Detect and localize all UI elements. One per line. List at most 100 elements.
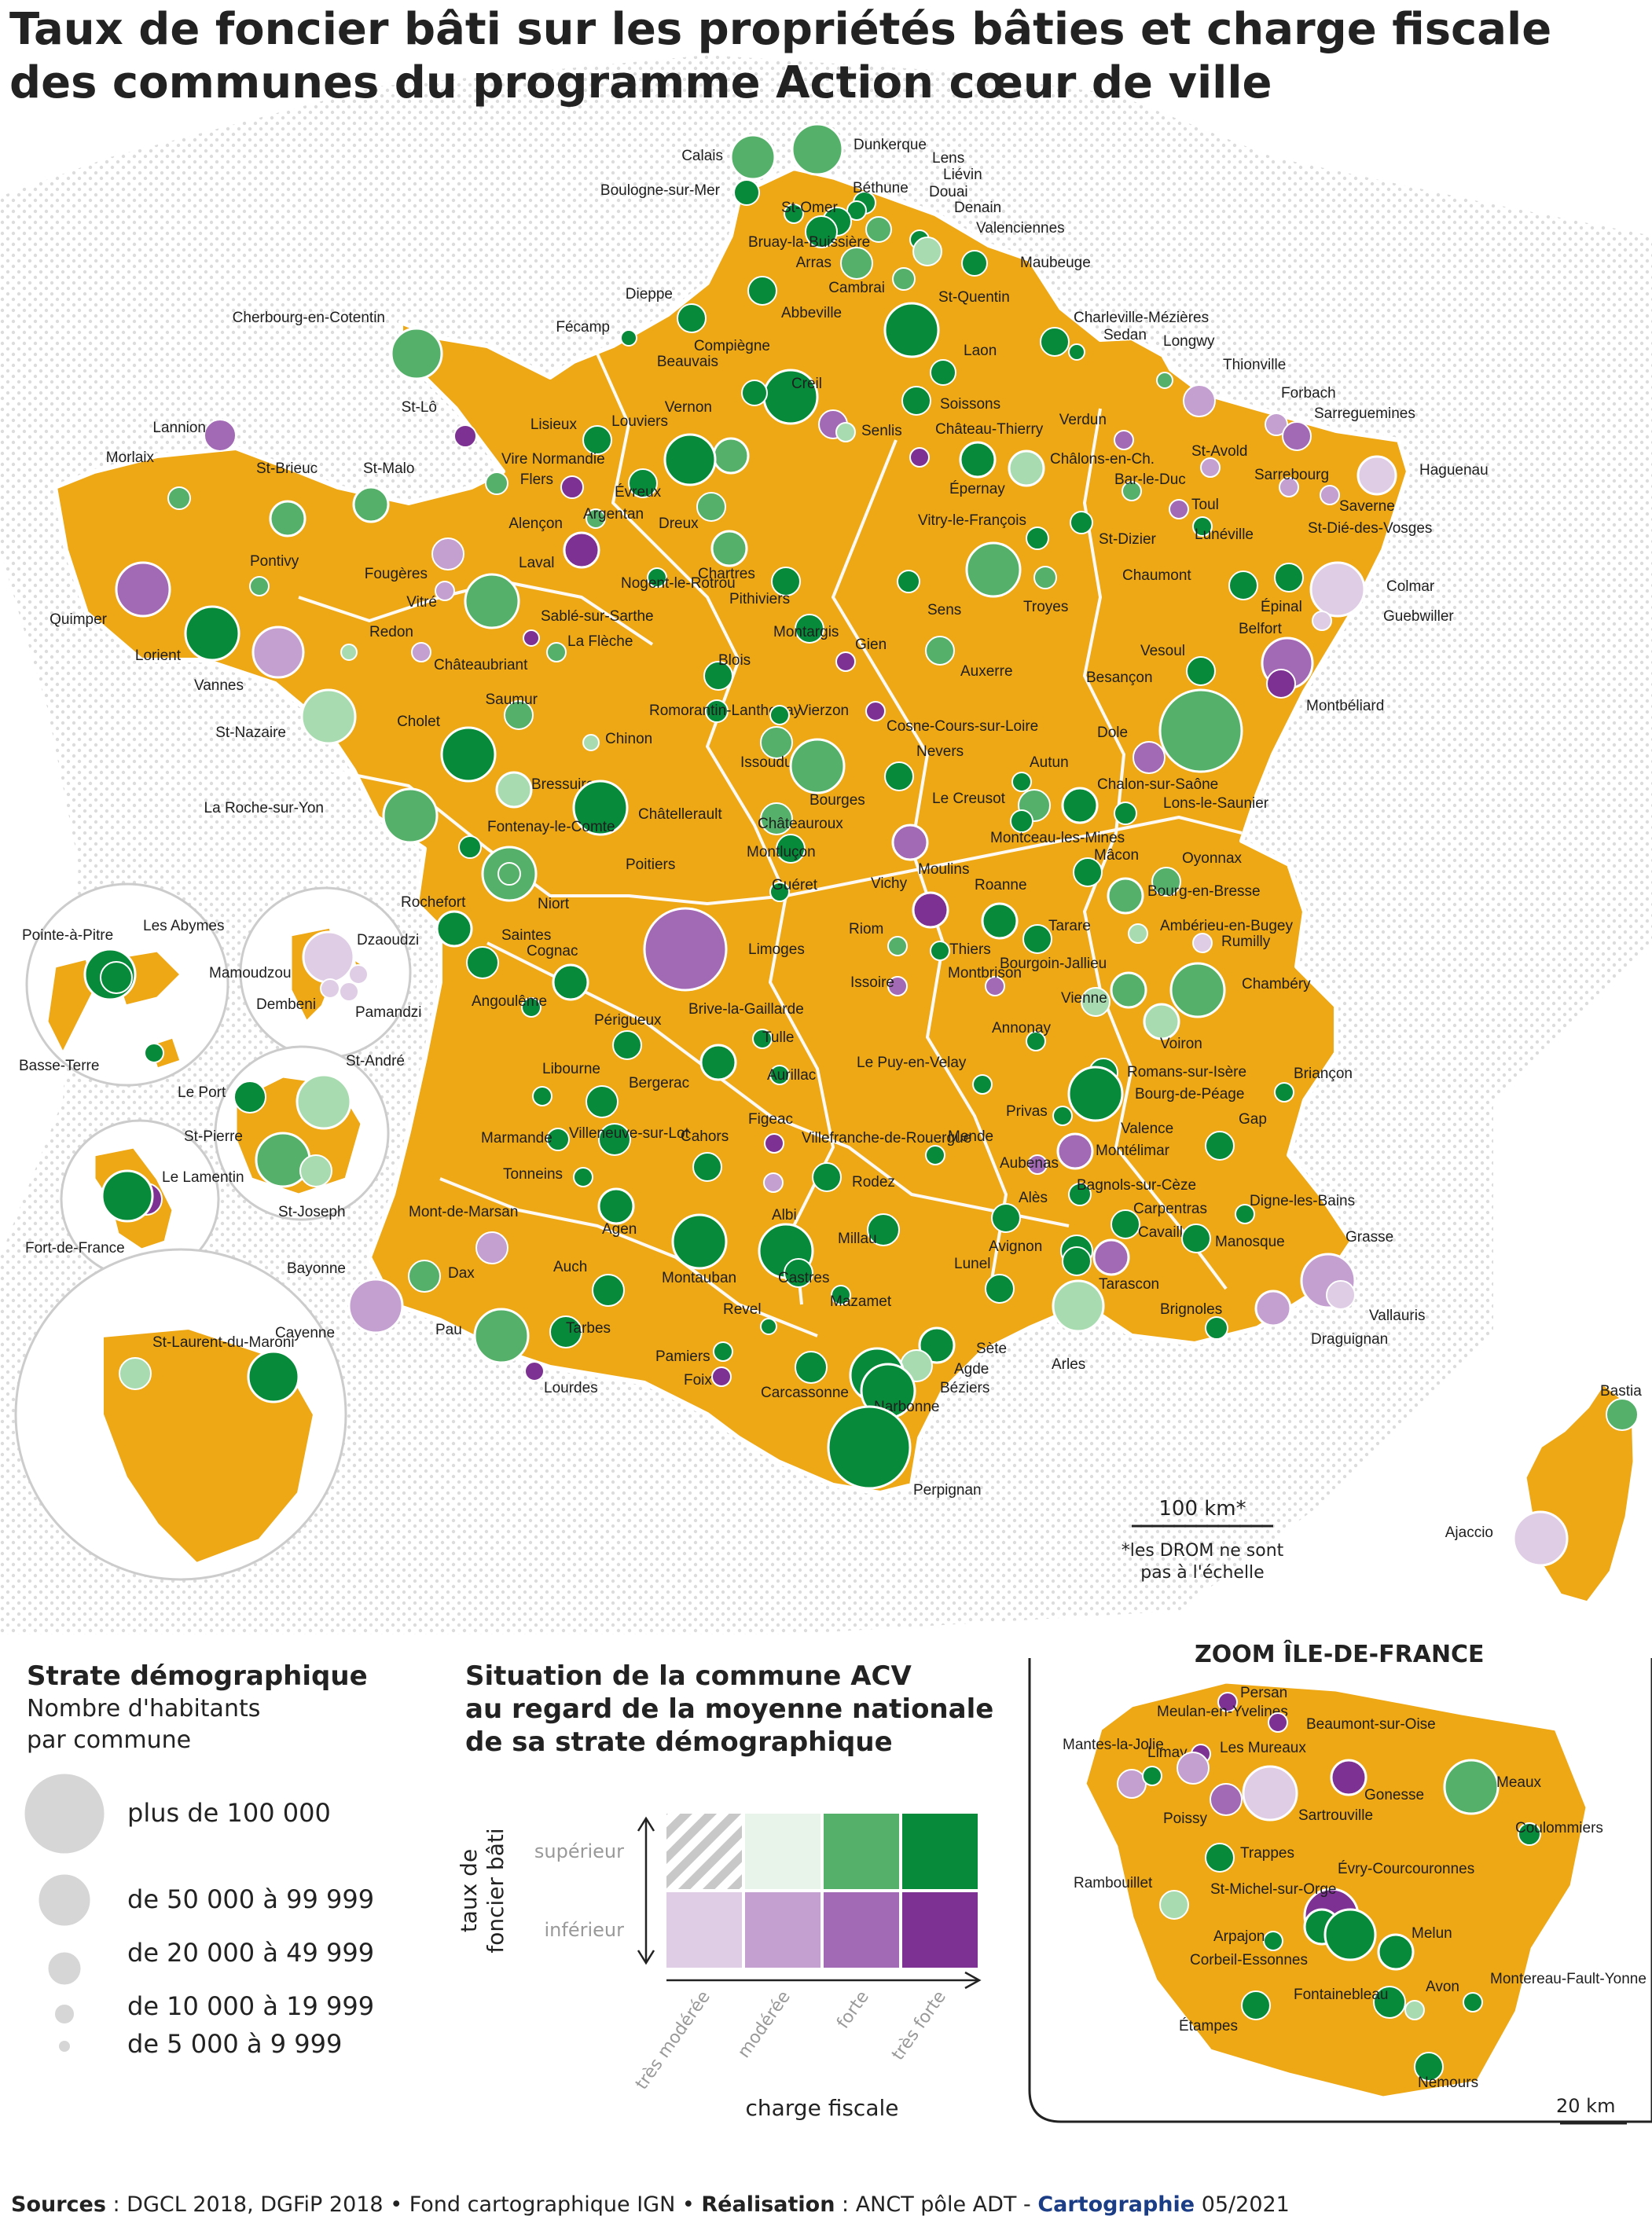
title-line-1: Taux de foncier bâti sur les propriétés … — [9, 4, 1552, 55]
town-symbol — [1068, 343, 1085, 361]
town-symbol — [339, 981, 359, 1002]
town-label: Saverne — [1339, 498, 1395, 515]
town-label: Pamiers — [655, 1348, 710, 1365]
town-thiers: Thiers — [930, 941, 991, 961]
town-label: Valence — [1121, 1121, 1173, 1137]
town-symbol — [831, 1285, 851, 1305]
town-label: Riom — [849, 921, 883, 937]
town-label: Romans-sur-Isère — [1127, 1064, 1246, 1080]
town-creil: Creil — [791, 376, 848, 439]
town-label: Dole — [1097, 725, 1128, 741]
town-label: Meulan-en-Yvelines — [1157, 1704, 1288, 1720]
town-label: Troyes — [1023, 599, 1068, 615]
town-vierzon: Vierzon — [769, 703, 849, 725]
town-label: Compiègne — [694, 338, 770, 354]
town-symbol — [909, 447, 930, 468]
town-label: Lunéville — [1195, 526, 1254, 543]
town-roanne: Roanne — [975, 877, 1027, 940]
town-label: Carcassonne — [761, 1385, 849, 1401]
town-symbol — [549, 1315, 582, 1348]
overseas-layer: Pointe-à-Pitre Les Abymes Basse-Terre Mamou… — [19, 918, 422, 1403]
town-symbol — [546, 1128, 570, 1151]
town-cosne-cours-sur-loire: Cosne-Cours-sur-Loire — [865, 701, 1038, 735]
town-basse-terre: Basse-Terre — [19, 1043, 164, 1074]
town-symbol — [771, 567, 801, 596]
town-label: Cahors — [681, 1128, 729, 1145]
town-symbol — [1107, 877, 1144, 915]
town-label: Gien — [855, 637, 887, 653]
town-symbol — [582, 425, 612, 455]
town-alencon: Alençon — [508, 515, 600, 569]
town-gap: Gap — [1205, 1111, 1267, 1161]
sources-label: Sources — [11, 2192, 106, 2217]
town-symbol — [382, 787, 439, 844]
town-bergerac: Bergerac — [586, 1075, 689, 1118]
town-corbeil-essonnes: Corbeil-Essonnes — [1190, 1908, 1377, 1968]
town-label: Rochefort — [401, 894, 466, 911]
town-label: Maubeuge — [1020, 255, 1091, 271]
town-symbol — [435, 581, 455, 601]
town-foix: Foix — [684, 1367, 732, 1389]
town-label: St-Omer — [781, 200, 838, 216]
town-symbol — [1177, 1752, 1210, 1785]
town-label: Bourgoin-Jallieu — [1000, 956, 1107, 972]
town-auch: Auch — [553, 1259, 625, 1307]
town-label: Dax — [448, 1265, 475, 1282]
town-briancon: Briançon — [1274, 1066, 1353, 1102]
town-coulommiers: Coulommiers — [1515, 1820, 1603, 1846]
town-label: Sedan — [1103, 327, 1147, 343]
scale-note-line2: pas à l'échelle — [1140, 1563, 1265, 1583]
town-symbol — [1200, 457, 1221, 478]
town-chalon-sur-saone: Chalon-sur-Saône — [1061, 776, 1218, 824]
town-label: St-Lô — [402, 399, 437, 416]
town-symbol — [1274, 1082, 1294, 1102]
town-label: Issoudun — [740, 754, 801, 771]
town-label: Vitré — [406, 594, 437, 611]
town-rambouillet: Rambouillet — [1074, 1875, 1189, 1920]
town-symbol — [1512, 1510, 1569, 1567]
town-valence: Valence — [1067, 1066, 1173, 1137]
town-draguignan: Draguignan — [1254, 1290, 1388, 1348]
town-symbol — [812, 1162, 842, 1192]
town-symbol — [352, 486, 390, 523]
town-label: Montereau-Fault-Yonne — [1490, 1971, 1646, 1987]
town-label: Agen — [602, 1221, 637, 1238]
town-laval: Laval — [464, 555, 554, 629]
town-symbol — [1169, 499, 1189, 519]
matrix-legend: supérieur inférieur très modérée modérée… — [456, 1814, 982, 2121]
town-symbol — [805, 215, 838, 248]
town-symbol — [504, 700, 534, 730]
town-symbol — [1356, 455, 1397, 496]
town-symbol — [184, 605, 240, 662]
town-symbol — [1156, 372, 1173, 389]
town-symbol — [1268, 1712, 1288, 1733]
town-label: Épinal — [1261, 599, 1302, 615]
town-gueret: Guéret — [769, 877, 818, 902]
town-chaumont: Chaumont — [965, 541, 1191, 598]
town-symbol — [119, 1357, 152, 1390]
town-label: Quimper — [50, 611, 108, 628]
town-symbol — [1235, 1204, 1255, 1224]
town-symbol — [981, 902, 1019, 940]
town-symbol — [320, 978, 340, 999]
town-symbol — [747, 276, 777, 306]
town-label: Revel — [723, 1301, 762, 1318]
town-symbol — [100, 961, 133, 994]
town-haguenau: Haguenau — [1356, 455, 1489, 496]
town-chambery: Chambéry — [1169, 962, 1311, 1018]
town-evreux: Évreux — [615, 468, 662, 501]
town-label: Limoges — [748, 941, 805, 958]
town-villeneuve-sur-lot: Villeneuve-sur-Lot — [569, 1123, 690, 1156]
town-label: Étampes — [1179, 2018, 1238, 2034]
town-symbol — [431, 537, 464, 571]
town-voiron: Voiron — [1143, 1003, 1202, 1052]
town-symbol — [1008, 449, 1045, 487]
town-label: Lannion — [152, 420, 206, 436]
town-symbol — [598, 1123, 631, 1156]
town-label: Sens — [927, 602, 961, 618]
town-toul: Toul — [1169, 497, 1219, 519]
size-legend-symbols — [22, 1771, 107, 2053]
town-forbach: Forbach — [1265, 385, 1336, 436]
town-symbol — [473, 1308, 530, 1364]
town-montbrison: Montbrison — [948, 965, 1022, 996]
